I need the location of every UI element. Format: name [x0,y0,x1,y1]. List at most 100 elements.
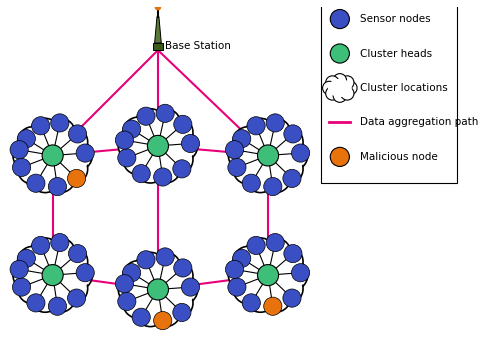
Circle shape [152,297,180,325]
Circle shape [245,162,276,193]
Circle shape [233,154,264,184]
Circle shape [136,154,164,182]
Circle shape [260,162,291,193]
Circle shape [272,246,303,277]
Circle shape [277,140,308,171]
Circle shape [32,120,59,147]
Circle shape [234,275,262,302]
Circle shape [124,119,152,146]
Circle shape [274,128,301,156]
Circle shape [164,119,192,146]
Circle shape [260,118,291,149]
Circle shape [32,236,50,255]
Circle shape [284,245,302,263]
Circle shape [10,141,28,159]
Circle shape [162,288,193,318]
Circle shape [226,260,244,279]
Circle shape [118,131,149,161]
Circle shape [76,144,94,162]
Circle shape [19,155,46,183]
Circle shape [234,155,262,183]
Circle shape [232,130,251,148]
Circle shape [233,127,264,157]
Circle shape [136,110,164,138]
Ellipse shape [238,127,298,184]
Circle shape [57,127,88,157]
Circle shape [326,87,339,100]
Circle shape [173,160,191,178]
Circle shape [124,145,152,173]
Circle shape [32,164,59,191]
Circle shape [150,252,181,283]
Circle shape [132,308,150,326]
Circle shape [12,158,30,177]
Circle shape [333,89,346,102]
Circle shape [18,127,48,157]
Ellipse shape [22,127,83,184]
Circle shape [340,76,354,89]
Circle shape [245,118,276,149]
Circle shape [150,109,181,139]
Circle shape [228,140,259,171]
Circle shape [322,81,336,95]
Circle shape [330,44,349,63]
Circle shape [245,238,276,269]
Circle shape [116,131,134,149]
Circle shape [274,155,301,183]
Circle shape [120,132,148,160]
Circle shape [120,276,148,303]
Circle shape [232,249,251,268]
Text: Cluster locations: Cluster locations [360,83,448,93]
Circle shape [266,114,284,132]
Circle shape [135,153,166,183]
Circle shape [123,288,154,318]
Circle shape [247,236,265,255]
Circle shape [230,261,258,289]
Circle shape [246,239,274,267]
Circle shape [48,297,66,315]
Circle shape [260,282,291,312]
Circle shape [274,275,301,302]
Circle shape [42,145,63,166]
Circle shape [242,174,260,192]
Circle shape [17,249,36,268]
Text: Data aggregation path: Data aggregation path [360,118,478,127]
Circle shape [50,234,69,252]
Circle shape [42,264,63,286]
Circle shape [118,274,149,305]
Circle shape [333,74,346,87]
Text: Malicious node: Malicious node [360,152,438,162]
Polygon shape [154,17,162,43]
Circle shape [68,169,86,188]
Circle shape [283,169,301,188]
Circle shape [68,245,86,263]
Ellipse shape [128,117,188,175]
Circle shape [228,158,246,177]
Circle shape [32,239,59,267]
Circle shape [62,140,92,171]
Circle shape [45,118,76,149]
Circle shape [284,125,302,143]
Circle shape [19,128,46,156]
Ellipse shape [22,246,83,304]
Circle shape [234,248,262,275]
Circle shape [326,76,339,89]
Circle shape [162,117,193,148]
Circle shape [272,154,303,184]
Circle shape [156,104,174,122]
Circle shape [57,273,88,304]
Circle shape [262,239,289,267]
Circle shape [18,154,48,184]
Circle shape [152,110,180,138]
Circle shape [123,117,154,148]
Circle shape [264,297,282,315]
Circle shape [32,117,50,135]
Circle shape [124,262,152,290]
Circle shape [174,115,192,133]
Circle shape [45,162,76,193]
Circle shape [262,283,289,311]
Circle shape [132,165,150,183]
Circle shape [118,149,136,167]
Text: Base Station: Base Station [165,41,231,51]
Circle shape [245,282,276,312]
